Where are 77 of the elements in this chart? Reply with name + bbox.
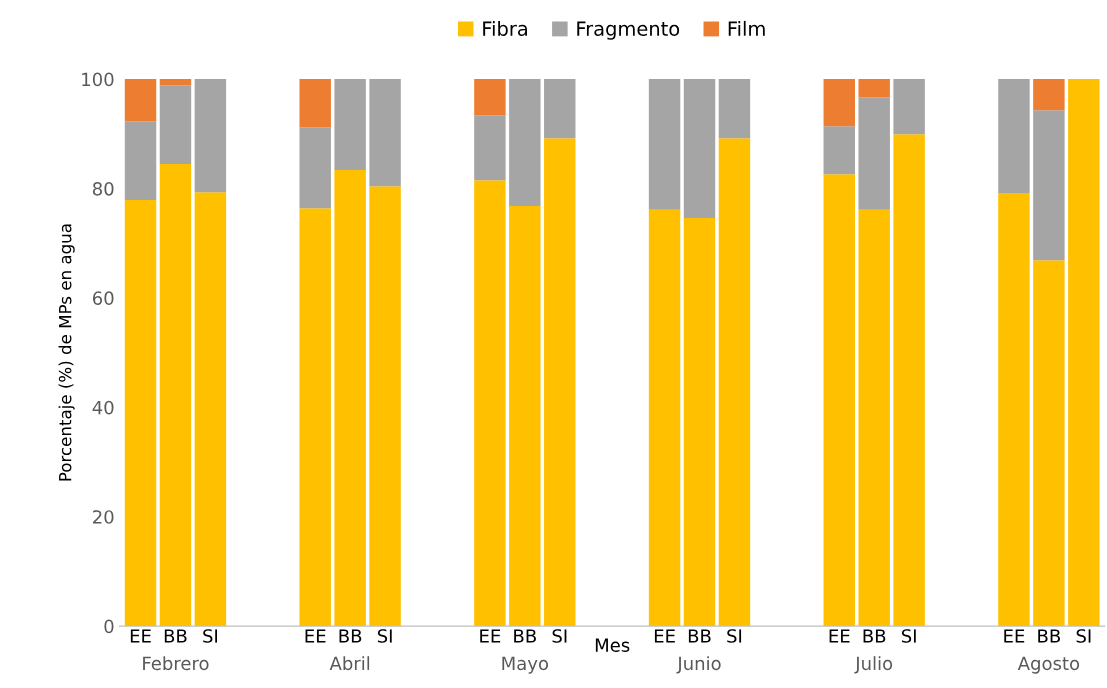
bar bbox=[509, 79, 541, 207]
x-tick-label: SI bbox=[727, 629, 742, 643]
bar bbox=[509, 206, 541, 627]
bar bbox=[474, 180, 506, 627]
x-tick-label: EE bbox=[829, 629, 850, 643]
bar bbox=[299, 79, 331, 128]
bar bbox=[893, 134, 925, 627]
bar bbox=[334, 79, 366, 170]
x-tick-label: SI bbox=[901, 629, 916, 643]
bar bbox=[159, 163, 192, 627]
bar bbox=[683, 218, 716, 627]
bar bbox=[823, 174, 855, 627]
bar bbox=[858, 79, 890, 98]
legend-label: Fibra bbox=[483, 20, 527, 36]
x-tick-label: EE bbox=[1004, 629, 1025, 643]
x-tick-label: SI bbox=[203, 629, 218, 643]
y-tick-label: 0 bbox=[104, 619, 114, 634]
bar bbox=[1068, 79, 1100, 627]
bar bbox=[544, 138, 576, 627]
bar bbox=[1033, 110, 1065, 261]
bar bbox=[159, 85, 192, 164]
y-tick-label: 60 bbox=[92, 291, 114, 306]
bar bbox=[124, 200, 157, 627]
bar bbox=[858, 209, 890, 627]
x-tick-label: EE bbox=[654, 629, 675, 643]
bar bbox=[998, 192, 1030, 627]
x-tick-label: BB bbox=[339, 629, 362, 643]
bar bbox=[823, 79, 855, 127]
bar bbox=[648, 79, 681, 210]
text: Abril bbox=[329, 656, 370, 671]
y-tick-label: 40 bbox=[92, 400, 114, 415]
x-axis-title: Mes bbox=[595, 638, 630, 652]
x-tick-label: EE bbox=[305, 629, 326, 643]
y-tick-label: 80 bbox=[92, 181, 114, 196]
bar bbox=[299, 208, 331, 627]
bar bbox=[159, 79, 192, 86]
x-tick-label: BB bbox=[688, 629, 711, 643]
x-tick-label: EE bbox=[130, 629, 151, 643]
bar bbox=[474, 79, 506, 116]
bar bbox=[718, 79, 751, 139]
bar bbox=[718, 138, 751, 627]
x-tick-label: EE bbox=[480, 629, 501, 643]
bar bbox=[544, 79, 576, 139]
bar bbox=[1033, 79, 1065, 111]
x-tick-label: SI bbox=[377, 629, 392, 643]
bar bbox=[823, 126, 855, 175]
y-tick-label: 20 bbox=[93, 510, 114, 524]
bar bbox=[683, 79, 716, 219]
bar bbox=[893, 79, 925, 135]
bar bbox=[299, 127, 331, 209]
bar bbox=[998, 79, 1030, 193]
x-tick-label: SI bbox=[552, 629, 567, 643]
legend-label: Fragmento bbox=[577, 21, 680, 40]
bar bbox=[194, 192, 227, 627]
x-tick-label: SI bbox=[1076, 629, 1091, 643]
bar bbox=[124, 121, 157, 200]
text: Agosto bbox=[1017, 656, 1080, 674]
y-tick-label: 100 bbox=[82, 72, 114, 87]
text: Julio bbox=[854, 656, 893, 674]
x-tick-label: BB bbox=[514, 629, 536, 643]
text: Febrero bbox=[143, 656, 209, 671]
x-tick-label: BB bbox=[863, 629, 886, 643]
x-tick-label: BB bbox=[164, 629, 187, 643]
legend-label: Film bbox=[728, 20, 765, 36]
y-axis-title: Porcentaje (%) de MPs en agua bbox=[58, 224, 75, 481]
text: Mayo bbox=[502, 656, 549, 674]
text: Junio bbox=[676, 656, 721, 674]
bar bbox=[474, 115, 506, 181]
bar bbox=[858, 97, 890, 210]
bar bbox=[194, 79, 227, 193]
bar bbox=[369, 79, 401, 187]
bar bbox=[334, 169, 366, 627]
x-tick-label: BB bbox=[1038, 629, 1060, 643]
bar bbox=[648, 209, 681, 627]
bar bbox=[1033, 260, 1065, 627]
bar bbox=[369, 186, 401, 627]
bar bbox=[124, 79, 157, 122]
